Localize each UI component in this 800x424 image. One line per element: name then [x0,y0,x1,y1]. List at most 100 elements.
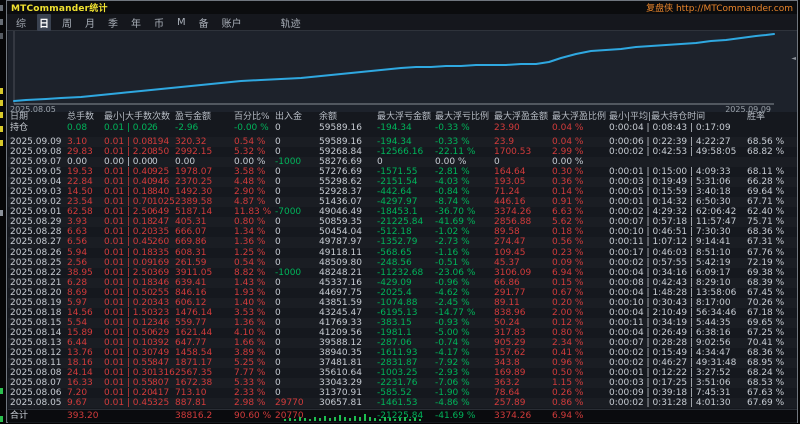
cell: 639.41 [175,277,207,288]
cell[interactable]: 最大浮盈比例 [552,112,607,122]
brand-link[interactable]: 复盘侠 http://MTCommander.com [646,4,793,14]
cell: 75.71 % [747,217,785,228]
cell: 7.20 [67,388,88,399]
balance-chart: 2025.08.05 2025.09.09 ◄ [8,31,797,114]
cell: 0:00:02 | 4:29:32 | 62:06:42 [609,207,737,218]
table-row[interactable]: 2025.09.08 29.83 0.01 | 2.20 850 2992.15 5.32… [8,147,797,157]
cell: 68.53 % [747,378,785,389]
table-row[interactable]: 2025.09.09 3.10 0.01 | 0.08 194 320.32 0.54 %… [8,137,797,147]
cell: 8.69 [67,287,88,298]
cell[interactable]: 总手数 [67,112,95,122]
background-mark [0,416,3,422]
cell: 2025.09.04 [10,177,62,188]
cell: 78.64 [494,388,520,399]
histogram-bar [364,414,366,421]
cell: 850 [152,147,170,158]
table-row[interactable]: 2025.08.08 24.14 0.01 | 0.30 1316 2567.35 7.7… [8,368,797,378]
cell[interactable]: 胜率 [747,112,766,122]
tab-备[interactable]: 备 [198,18,209,30]
cell: 6.63 % [552,207,584,218]
table-row[interactable]: 2025.08.29 3.93 0.01 | 0.18 247 405.31 0.80 %… [8,217,797,227]
tab-轨迹[interactable]: 轨迹 [280,18,301,30]
cell: 0.04 % [552,137,584,147]
cell[interactable]: 次数 [152,112,171,122]
table-row[interactable]: 2025.09.01 62.58 0.01 | 2.50 649 5187.14 11.8… [8,207,797,217]
cell[interactable]: 最小|大手数 [104,112,153,122]
cell: 0 [275,337,281,348]
table-row[interactable]: 2025.08.07 16.33 0.01 | 0.55 807 1672.38 5.33… [8,378,797,388]
table-row[interactable]: 2025.08.13 6.44 0.01 | 0.10 392 647.77 1.66 %… [8,338,797,348]
table-row[interactable]: 2025.08.26 5.94 0.01 | 0.18 335 608.31 1.25 %… [8,248,797,258]
title-bar[interactable]: MTCommander统计 复盘侠 http://MTCommander.com [7,1,797,14]
tab-综[interactable]: 综 [16,18,26,30]
table-row[interactable]: 2025.08.15 5.54 0.01 | 0.12 346 559.77 1.36 %… [8,318,797,328]
cell[interactable]: 日期 [10,112,29,122]
open-position-row[interactable]: 持仓 0.08 0.01 | 0.02 6 -2.96 -0.00 % 0 59589.16 -… [8,123,797,133]
histogram-bar [324,416,326,421]
histogram-bar [304,418,306,421]
table-row[interactable]: 2025.08.20 8.69 0.01 | 0.50 255 846.16 1.93 %… [8,288,797,298]
app-window: MTCommander统计 复盘侠 http://MTCommander.com… [6,0,798,423]
cell: 71.24 [494,187,520,198]
chart-scroll-arrow-icon[interactable]: ◄ [791,55,796,62]
cell: 1025 [152,197,175,208]
tab-M[interactable]: M [177,16,186,28]
table-row[interactable]: 2025.09.07 0.00 0.00 | 0.00 0 0.00 0.00 % -100… [8,157,797,167]
table-row[interactable]: 2025.08.28 6.63 0.01 | 0.20 335 666.07 1.34 %… [8,227,797,237]
table-row[interactable]: 2025.08.27 6.56 0.01 | 0.45 260 669.86 1.36 %… [8,237,797,247]
table-row[interactable]: 2025.08.18 14.56 0.01 | 1.50 323 1476.14 3.53… [8,308,797,318]
cell: 0.01 | 0.50 [104,287,153,298]
table-row[interactable]: 持仓 0.08 0.01 | 0.02 6 -2.96 -0.00 % 0 59589.16 -… [8,123,797,133]
cell [747,123,800,133]
cell: 0 [275,227,281,238]
tab-年[interactable]: 年 [131,18,141,30]
cell: 89.58 [494,227,520,238]
cell: 0.18 % [552,227,584,238]
table-row[interactable]: 2025.08.14 15.89 0.01 | 0.50 629 1621.44 4.10… [8,328,797,338]
cell[interactable]: 最大浮盈金额 [494,112,549,122]
cell[interactable]: 出入金 [275,112,303,122]
cell: 0 [275,297,281,308]
cell: 649 [152,207,170,218]
cell: 0.15 % [552,277,584,288]
cell[interactable]: 最大浮亏比例 [435,112,490,122]
tab-日[interactable]: 日 [37,13,51,31]
table-row[interactable]: 2025.08.11 18.16 0.01 | 0.55 847 1871.17 5.25… [8,358,797,368]
tab-币[interactable]: 币 [154,18,164,30]
table-row[interactable]: 2025.08.05 9.67 0.01 | 0.45 325 887.81 2.98 %… [8,398,797,408]
tab-账户[interactable]: 账户 [221,18,242,30]
cell[interactable]: 盈亏金额 [175,112,212,122]
cell[interactable]: 百分比% [234,112,270,122]
cell[interactable]: 最大浮亏金额 [377,112,432,122]
cell: 0.26 % [552,388,584,399]
table-row[interactable]: 2025.08.06 7.20 0.01 | 0.20 417 713.10 2.33 %… [8,388,797,398]
cell: -1000 [275,157,302,168]
equity-curve [13,33,775,102]
cell: 0.20 % [552,297,584,308]
cell[interactable]: 余额 [319,112,338,122]
cell: 1.34 % [234,227,266,238]
table-row[interactable]: 2025.08.25 2.56 0.01 | 0.09 169 261.59 0.54 %… [8,258,797,268]
cell: 44697.75 [319,287,362,298]
table-row[interactable]: 2025.09.02 23.54 0.01 | 0.70 1025 2389.58 4.8… [8,197,797,207]
tab-月[interactable]: 月 [85,18,95,30]
table-row[interactable]: 2025.09.05 19.53 0.01 | 0.40 925 1978.07 3.58… [8,167,797,177]
tab-季[interactable]: 季 [108,18,118,30]
table-row[interactable]: 2025.08.19 5.97 0.01 | 0.20 343 606.12 1.40 %… [8,298,797,308]
table-row[interactable]: 2025.08.21 6.28 0.01 | 0.18 346 639.41 1.43 %… [8,278,797,288]
cell: 0 [275,277,281,288]
cell: -0.74 % [435,337,470,348]
cell: 68.24 % [747,368,785,379]
table-row[interactable]: 2025.08.22 38.95 0.01 | 2.50 369 3911.05 8.82… [8,268,797,278]
table-row[interactable]: 2025.09.03 14.50 0.01 | 0.18 840 1492.30 2.90… [8,187,797,197]
cell: 559.77 [175,317,207,328]
cell[interactable]: 最小|平均|最大持仓时间 [609,112,706,122]
cell: 0 [152,157,158,168]
table-row[interactable]: 2025.08.12 13.76 0.01 | 0.30 749 1458.54 3.89… [8,348,797,358]
cell: -41.69 % [435,217,476,228]
cell: 0.54 % [234,257,266,268]
tab-周[interactable]: 周 [62,18,72,30]
table-row[interactable]: 2025.09.04 22.84 0.01 | 0.40 946 2370.25 4.48… [8,177,797,187]
cell: 0:00:02 | 0:31:28 | 4:01:30 [609,398,731,409]
histogram-bar [349,418,351,421]
